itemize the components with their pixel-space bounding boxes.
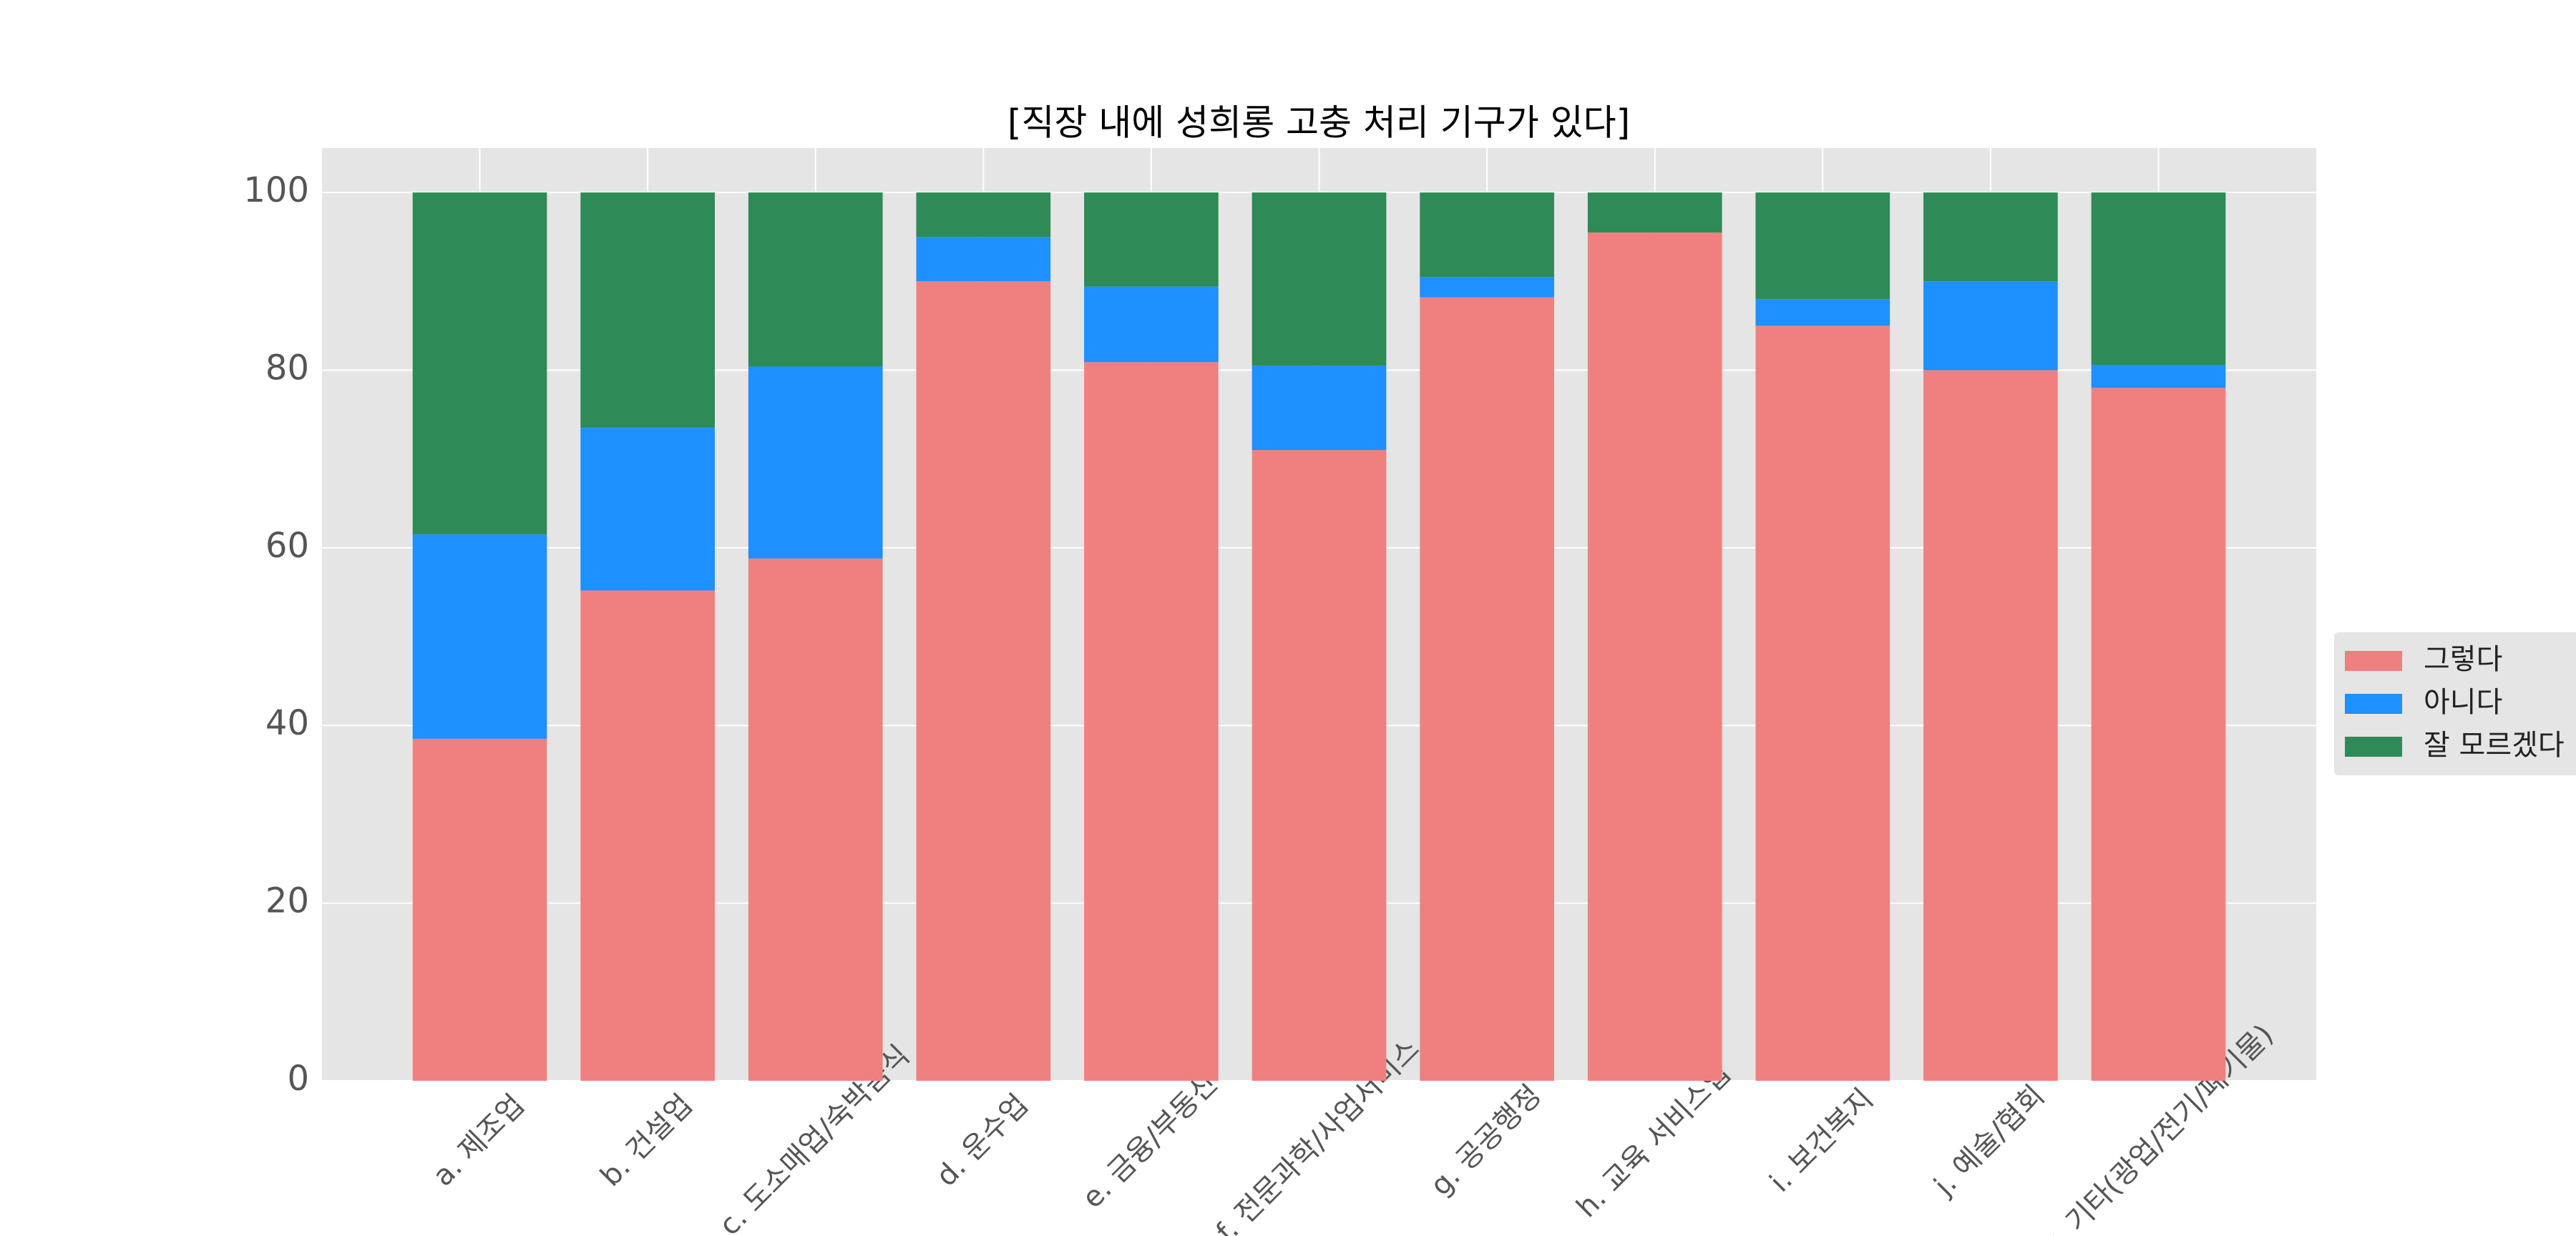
bar-segment <box>1084 192 1219 287</box>
bar-segment <box>1923 192 2058 282</box>
bar-segment <box>1420 297 1554 1081</box>
chart-title: [직장 내에 성희롱 고충 처리 기구가 있다] <box>1008 102 1630 144</box>
bar-segment <box>916 237 1051 282</box>
bar-segment <box>1084 362 1219 1081</box>
legend-label: 아니다 <box>2424 686 2502 719</box>
bar-segment <box>748 366 883 559</box>
bar-segment <box>916 192 1051 237</box>
bar-segment <box>916 281 1051 1082</box>
bar-segment <box>1252 192 1387 366</box>
bar-segment <box>2091 388 2226 1081</box>
bar-segment <box>748 192 883 367</box>
bar-segment <box>580 590 715 1081</box>
y-tick-label: 20 <box>265 881 309 921</box>
bar-segment <box>1755 325 1890 1081</box>
bar-segment <box>2091 192 2226 366</box>
y-tick-label: 0 <box>287 1059 309 1099</box>
bar-segment <box>1755 299 1890 326</box>
bar-segment <box>412 738 547 1081</box>
bar-segment <box>1420 277 1554 298</box>
legend-swatch <box>2345 737 2402 757</box>
bar-segment <box>1084 286 1219 363</box>
x-tick-label: i. 보건복지 <box>1764 1082 1880 1198</box>
bar-segment <box>1923 281 2058 371</box>
bar-segment <box>1587 192 1722 232</box>
bar-segment <box>580 192 715 428</box>
bar-segment <box>748 558 883 1081</box>
x-tick-label: g. 공공행정 <box>1424 1079 1548 1202</box>
x-tick-label: e. 금융/부동산 <box>1076 1066 1225 1215</box>
x-tick-label: b. 건설업 <box>594 1088 699 1193</box>
y-tick-label: 40 <box>265 703 309 743</box>
x-tick-label: d. 운수업 <box>930 1088 1035 1193</box>
x-tick-label: a. 제조업 <box>426 1089 531 1193</box>
legend-label: 그렇다 <box>2424 643 2502 676</box>
legend-label: 잘 모르겠다 <box>2424 729 2565 762</box>
bar-segment <box>1252 450 1387 1081</box>
bar-segment <box>412 192 547 535</box>
bar-segment <box>1252 366 1387 451</box>
y-tick-label: 100 <box>243 170 309 210</box>
legend-swatch <box>2345 651 2402 671</box>
bar-segment <box>1587 232 1722 1081</box>
bar-segment <box>580 428 715 591</box>
y-tick-label: 80 <box>265 348 309 388</box>
bar-segment <box>1420 192 1554 278</box>
bar-segment <box>1923 370 2058 1081</box>
bar-segment <box>412 534 547 739</box>
legend-swatch <box>2345 694 2402 714</box>
x-tick-label: h. 교육 서비스업 <box>1571 1057 1738 1225</box>
bar-segment <box>2091 365 2226 388</box>
bar-segment <box>1755 192 1890 300</box>
x-tick-label: j. 예술/협회 <box>1928 1079 2051 1203</box>
y-tick-label: 60 <box>265 526 309 566</box>
